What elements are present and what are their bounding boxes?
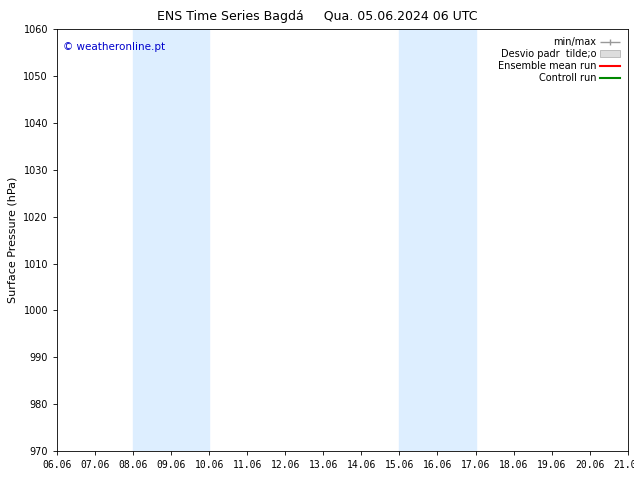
Y-axis label: Surface Pressure (hPa): Surface Pressure (hPa) — [8, 177, 18, 303]
Legend: min/max, Desvio padr  tilde;o, Ensemble mean run, Controll run: min/max, Desvio padr tilde;o, Ensemble m… — [495, 34, 623, 86]
Text: ENS Time Series Bagdá     Qua. 05.06.2024 06 UTC: ENS Time Series Bagdá Qua. 05.06.2024 06… — [157, 10, 477, 23]
Text: © weatheronline.pt: © weatheronline.pt — [63, 42, 165, 52]
Bar — [133, 29, 209, 451]
Bar — [399, 29, 476, 451]
